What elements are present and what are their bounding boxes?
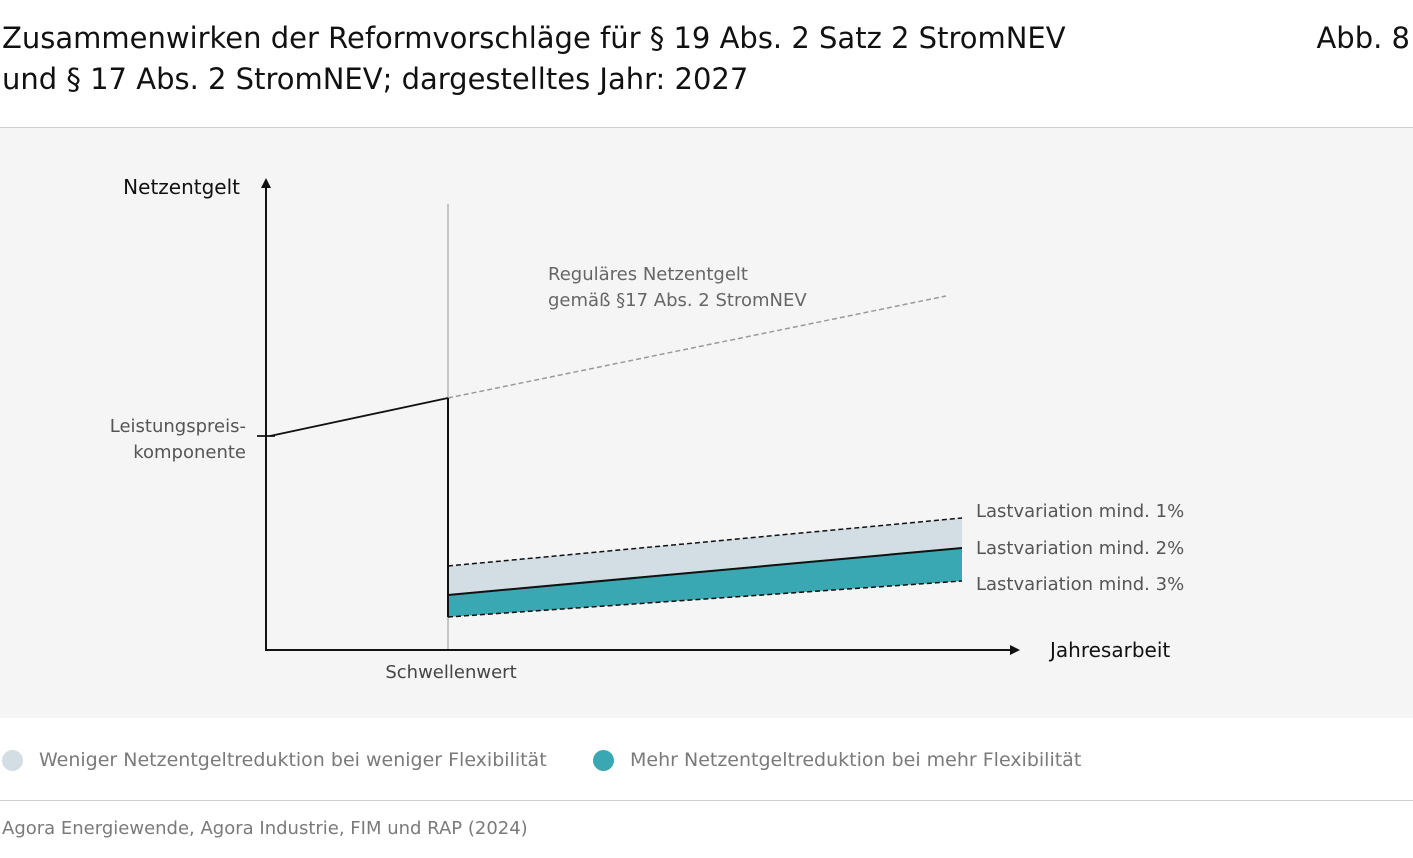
legend-label-more-reduction: Mehr Netzentgeltreduktion bei mehr Flexi… [630,749,1082,771]
band-less-reduction [448,518,962,595]
y-axis-label: Netzentgelt [123,175,240,199]
title-line-1: Zusammenwirken der Reformvorschläge für … [2,21,1066,55]
line-load-variation-1 [447,517,963,567]
title-line-2: und § 17 Abs. 2 StromNEV; dargestelltes … [2,62,749,96]
legend-swatch-teal [593,749,614,771]
legend: Weniger Netzentgeltreduktion bei weniger… [0,745,1413,775]
regular-fee-dashed-extension [447,295,947,399]
threshold-label: Schwellenwert [385,662,516,683]
x-axis-label: Jahresarbeit [1048,638,1170,662]
regular-fee-label-1: Reguläres Netzentgelt [548,264,748,285]
capacity-component-label-1: Leistungspreis- [110,416,246,437]
legend-swatch-light [2,749,23,771]
figure-number: Abb. 8 [1316,21,1410,55]
legend-label-less-reduction: Weniger Netzentgeltreduktion bei weniger… [39,749,547,771]
line-load-variation-2 [447,547,963,596]
figure-title: Zusammenwirken der Reformvorschläge für … [2,18,1182,100]
load-variation-1-label: Lastvariation mind. 1% [976,501,1184,522]
band-more-reduction [448,548,962,617]
legend-item-less-reduction: Weniger Netzentgeltreduktion bei weniger… [2,745,547,775]
header-divider [0,127,1413,128]
regular-fee-label-2: gemäß §17 Abs. 2 StromNEV [548,290,807,311]
source-note: Agora Energiewende, Agora Industrie, FIM… [2,818,528,839]
diagram-panel [0,128,1413,718]
capacity-component-label-2: komponente [133,442,246,463]
legend-item-more-reduction: Mehr Netzentgeltreduktion bei mehr Flexi… [593,745,1081,775]
load-variation-2-label: Lastvariation mind. 2% [976,538,1184,559]
load-variation-3-label: Lastvariation mind. 3% [976,574,1184,595]
footer-divider [0,800,1413,801]
regular-fee-line [269,397,449,437]
line-load-variation-3 [447,580,963,618]
